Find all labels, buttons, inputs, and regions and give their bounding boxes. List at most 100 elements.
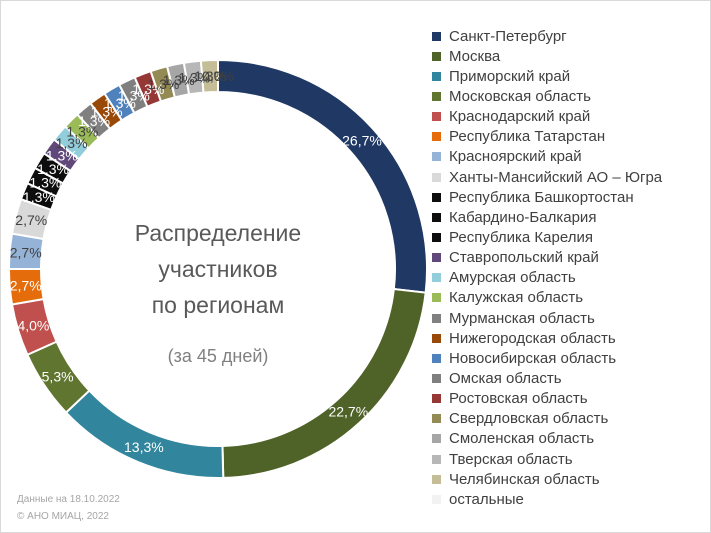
legend-label: Смоленская область [449,430,595,448]
donut-slice [64,389,225,479]
slice-data-label: 2,7% [10,245,42,261]
legend-swatch [432,454,441,464]
donut-slice [199,58,219,94]
legend-swatch [432,434,441,444]
legend-swatch [432,394,441,404]
legend-item: Республика Карелия [432,227,707,247]
legend-item: Кабардино-Балкария [432,207,707,227]
slice-data-label: 1,3% [118,87,150,103]
legend-swatch [432,91,441,101]
chart-title-line-2: участников [158,256,277,282]
legend-item: Нижегородская область [432,328,707,348]
legend-label: Республика Карелия [449,228,593,246]
slice-labels: 26,7%22,7%13,3%5,3%4,0%2,7%2,7%2,7%1,3%1… [10,68,382,455]
slice-data-label: 1,3% [23,189,55,205]
copyright-note: © АНО МИАЦ, 2022 [17,511,109,522]
slice-data-label: 1,3% [66,124,98,140]
legend-item: Омская область [432,368,707,388]
legend-item: Московская область [432,86,707,106]
legend-item: Новосибирская область [432,348,707,368]
legend-swatch [432,51,441,61]
legend-label: Кабардино-Балкария [449,208,597,226]
legend-swatch [432,293,441,303]
chart-title-line-3: по регионам [152,292,285,318]
legend-label: Омская область [449,369,562,387]
legend-item: Приморский край [432,66,707,86]
legend-swatch [432,333,441,343]
legend-label: Тверская область [449,450,573,468]
data-date-note: Данные на 18.10.2022 [17,494,120,505]
chart-title-line-1: Распределение [135,220,301,246]
legend-item: Челябинская область [432,469,707,489]
legend-item: Санкт-Петербург [432,26,707,46]
slice-data-label: 1,3% [78,113,110,129]
legend-label: Нижегородская область [449,329,616,347]
slice-data-label: 2,7% [10,277,42,293]
legend-item: Смоленская область [432,429,707,449]
legend-swatch [432,373,441,383]
legend-item: Красноярский край [432,147,707,167]
legend-label: остальные [449,490,524,508]
legend-label: Свердловская область [449,410,609,428]
legend-label: Калужская область [449,289,584,307]
legend-label: Республика Татарстан [449,128,606,146]
legend-swatch [432,192,441,202]
legend-swatch [432,212,441,222]
legend-item: Мурманская область [432,308,707,328]
slice-data-label: 1,3% [104,95,136,111]
legend-label: Мурманская область [449,309,595,327]
slice-data-label: 26,7% [342,132,382,148]
legend-item: остальные [432,489,707,509]
legend-swatch [432,353,441,363]
legend-label: Краснодарский край [449,108,591,126]
slice-data-label: 1,3% [194,68,226,84]
legend-swatch [432,31,441,41]
legend-label: Ханты-Мансийский АО – Югра [449,168,663,186]
slice-data-label: 1,3% [147,76,179,92]
legend-item: Калужская область [432,288,707,308]
legend-label: Ростовская область [449,390,588,408]
slice-data-label: 1,3% [29,175,61,191]
slice-data-label: 1,3% [178,69,210,85]
slice-data-label: 2,7% [15,212,47,228]
legend-label: Красноярский край [449,148,582,166]
legend-item: Республика Татарстан [432,127,707,147]
legend-label: Ставропольский край [449,249,599,267]
slice-data-label: 5,3% [42,368,74,384]
legend-label: Челябинская область [449,470,600,488]
legend-item: Амурская область [432,268,707,288]
legend-swatch [432,474,441,484]
legend-label: Санкт-Петербург [449,27,567,45]
legend-swatch [432,132,441,142]
legend-swatch [432,313,441,323]
slice-data-label: 22,7% [328,403,368,419]
legend-item: Тверская область [432,449,707,469]
slice-data-label: 1,3% [37,161,69,177]
legend-swatch [432,172,441,182]
slice-data-label: 13,3% [124,439,164,455]
legend-swatch [432,494,441,504]
legend-swatch [432,152,441,162]
legend-item: Республика Башкортостан [432,187,707,207]
legend-label: Московская область [449,87,591,105]
legend-swatch [432,253,441,263]
legend-swatch [432,414,441,424]
chart-subtitle: (за 45 дней) [168,346,269,366]
legend-label: Новосибирская область [449,349,617,367]
legend-item: Москва [432,46,707,66]
legend-swatch [432,112,441,122]
legend-item: Ставропольский край [432,248,707,268]
slice-data-label: 1,3% [163,72,195,88]
slice-data-label: 1,3% [132,81,164,97]
legend-item: Свердловская область [432,409,707,429]
slice-data-label: 1,3% [56,135,88,151]
legend-swatch [432,71,441,81]
slice-data-label: 4,0% [17,317,49,333]
slice-data-label: 1,3% [91,103,123,119]
legend-label: Республика Башкортостан [449,188,634,206]
chart-legend: Санкт-Петербург Москва Приморский край Моск… [432,26,707,509]
legend-swatch [432,273,441,283]
legend-item: Ханты-Мансийский АО – Югра [432,167,707,187]
legend-item: Краснодарский край [432,107,707,127]
